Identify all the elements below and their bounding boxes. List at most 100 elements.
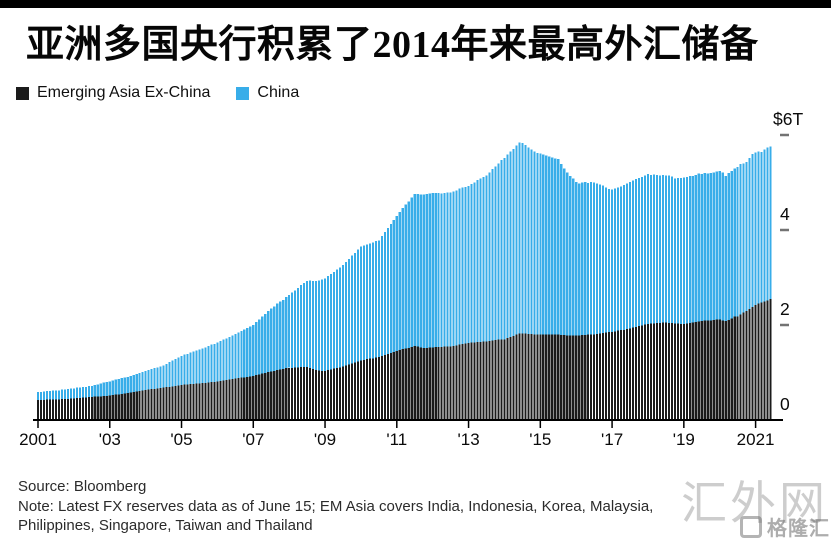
bar-segment-emerging-asia: [500, 339, 503, 420]
bar-segment-china: [120, 378, 123, 394]
bar-segment-emerging-asia: [700, 321, 703, 420]
bar-segment-china: [195, 350, 198, 384]
bar-segment-china: [279, 301, 282, 370]
bar-segment-china: [640, 176, 644, 326]
bar-segment-china: [66, 389, 69, 400]
bar-segment-china: [622, 184, 626, 330]
bar-segment-china: [718, 171, 721, 320]
bar-segment-emerging-asia: [470, 342, 473, 420]
bar-segment-china: [84, 386, 87, 398]
bar-segment-emerging-asia: [494, 340, 497, 420]
bar-segment-china: [440, 193, 443, 347]
bar-segment-emerging-asia: [285, 368, 288, 421]
bar-segment-emerging-asia: [637, 325, 641, 420]
bar-segment-china: [276, 303, 279, 371]
bar-segment-emerging-asia: [276, 370, 279, 421]
bar-segment-emerging-asia: [395, 351, 398, 421]
x-tick-label: '17: [601, 430, 623, 449]
bar-segment-emerging-asia: [162, 387, 165, 420]
bar-segment-china: [386, 228, 389, 354]
bar-segment-emerging-asia: [323, 371, 327, 420]
bar-segment-emerging-asia: [368, 358, 371, 420]
x-tick-mark: [683, 421, 685, 428]
bar-segment-china: [377, 240, 380, 357]
bar-segment-emerging-asia: [449, 346, 452, 421]
bar-segment-emerging-asia: [718, 319, 721, 420]
bar-segment-china: [542, 154, 545, 335]
bar-segment-emerging-asia: [751, 306, 754, 420]
x-tick-mark: [539, 421, 542, 428]
bar-segment-emerging-asia: [156, 388, 159, 420]
bar-segment-china: [335, 269, 339, 368]
bar-segment-china: [45, 391, 49, 400]
bar-segment-china: [237, 332, 240, 379]
bar-segment-emerging-asia: [81, 397, 84, 420]
bar-segment-china: [494, 166, 497, 341]
bar-segment-china: [389, 223, 392, 354]
bar-segment-emerging-asia: [347, 364, 351, 420]
bar-segment-emerging-asia: [332, 368, 336, 420]
x-tick-label: '13: [458, 430, 480, 449]
bar-segment-emerging-asia: [428, 347, 431, 420]
bar-segment-emerging-asia: [655, 323, 659, 420]
bar-segment-china: [685, 176, 688, 324]
y-tick-label: $6T: [773, 109, 803, 129]
bar-segment-emerging-asia: [132, 391, 135, 420]
bar-segment-china: [162, 365, 165, 388]
bar-segment-china: [476, 180, 479, 343]
bar-segment-emerging-asia: [545, 334, 548, 420]
bar-segment-china: [255, 322, 258, 375]
bar-segment-emerging-asia: [578, 335, 581, 420]
bar-segment-emerging-asia: [201, 382, 204, 420]
bar-segment-china: [503, 157, 506, 340]
bar-segment-china: [530, 149, 533, 335]
bar-segment-emerging-asia: [222, 380, 225, 420]
bar-segment-emerging-asia: [611, 332, 614, 421]
x-tick-label: '19: [673, 430, 695, 449]
bar-segment-china: [593, 182, 596, 335]
bar-segment-china: [634, 179, 638, 327]
bar-segment-china: [42, 391, 46, 401]
bar-segment-emerging-asia: [96, 396, 99, 420]
bar-segment-emerging-asia: [282, 369, 285, 421]
bar-segment-china: [153, 368, 156, 390]
bar-segment-emerging-asia: [380, 355, 383, 421]
bar-segment-emerging-asia: [401, 349, 404, 421]
bar-segment-emerging-asia: [147, 389, 150, 420]
bar-segment-emerging-asia: [75, 398, 78, 420]
bar-segment-emerging-asia: [335, 367, 339, 420]
bar-segment-emerging-asia: [216, 381, 219, 420]
bar-segment-emerging-asia: [48, 399, 52, 420]
y-tick-dash: [780, 133, 789, 137]
bar-segment-emerging-asia: [273, 371, 276, 420]
bar-segment-emerging-asia: [560, 334, 563, 421]
bar-segment-emerging-asia: [57, 399, 60, 420]
bar-segment-emerging-asia: [748, 308, 751, 420]
bar-segment-china: [183, 354, 186, 385]
bar-segment-china: [554, 158, 557, 335]
bar-segment-emerging-asia: [114, 394, 117, 420]
bar-segment-emerging-asia: [590, 334, 593, 420]
bar-segment-china: [536, 153, 539, 335]
bar-segment-china: [72, 388, 75, 399]
watermark-logo-icon: [740, 515, 762, 538]
bar-segment-china: [141, 372, 144, 391]
bar-segment-china: [700, 173, 703, 322]
x-tick-mark: [252, 421, 255, 428]
bar-segment-emerging-asia: [646, 324, 650, 420]
bar-segment-emerging-asia: [93, 396, 96, 420]
bar-segment-emerging-asia: [195, 383, 198, 421]
bar-segment-china: [488, 172, 491, 342]
bar-segment-china: [625, 183, 629, 329]
bar-segment-china: [156, 367, 159, 389]
bar-segment-emerging-asia: [551, 334, 554, 420]
bar-segment-emerging-asia: [569, 335, 572, 420]
x-tick-label: 2021: [737, 430, 775, 449]
bar-segment-china: [273, 306, 276, 372]
bar-segment-china: [506, 154, 509, 338]
bar-segment-emerging-asia: [329, 369, 333, 420]
bar-segment-china: [87, 385, 90, 398]
bar-segment-china: [228, 336, 231, 380]
bar-segment-emerging-asia: [171, 386, 174, 420]
